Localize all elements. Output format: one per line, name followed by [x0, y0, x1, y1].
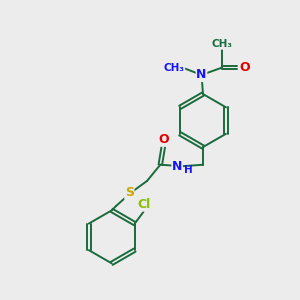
Text: CH₃: CH₃: [212, 39, 233, 49]
Text: N: N: [172, 160, 182, 173]
Text: O: O: [158, 133, 169, 146]
Text: H: H: [184, 165, 193, 175]
Text: Cl: Cl: [137, 198, 151, 211]
Text: N: N: [196, 68, 207, 81]
Text: S: S: [125, 186, 134, 199]
Text: O: O: [239, 61, 250, 74]
Text: CH₃: CH₃: [164, 63, 184, 73]
